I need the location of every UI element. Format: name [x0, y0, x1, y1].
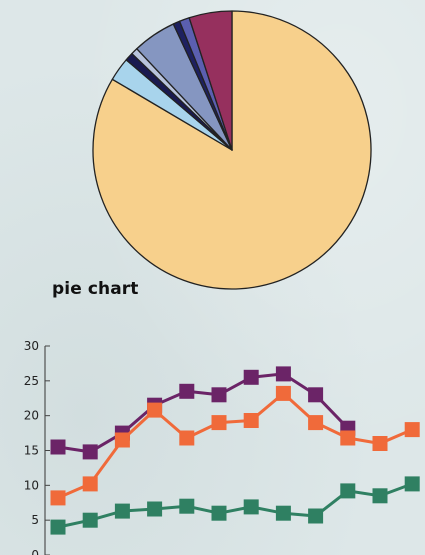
data-point [275, 366, 291, 382]
data-point [308, 387, 324, 403]
data-point [243, 413, 259, 428]
data-point [404, 476, 420, 492]
data-point [211, 505, 227, 521]
data-point [340, 430, 356, 446]
data-point [340, 483, 356, 499]
pie-slice [188, 10, 233, 151]
data-point [211, 387, 227, 403]
data-point [50, 519, 66, 535]
data-point [308, 508, 324, 524]
y-tick-label: 25 [24, 374, 39, 388]
y-tick-label: 20 [24, 409, 39, 423]
data-point [114, 503, 130, 519]
data-point [179, 383, 195, 399]
series-line [57, 391, 413, 500]
data-point [275, 505, 291, 521]
data-point [179, 498, 195, 514]
data-point [243, 499, 259, 515]
series-line [57, 372, 349, 454]
data-point [50, 490, 66, 506]
data-point [82, 476, 98, 492]
data-point [275, 385, 291, 401]
data-point [147, 402, 163, 418]
y-tick-label: 5 [31, 513, 39, 527]
data-point [114, 432, 130, 448]
y-tick-label: 30 [24, 339, 39, 353]
data-point [82, 444, 98, 460]
data-point [308, 415, 324, 431]
data-point [211, 415, 227, 431]
line-chart: 0 5 10 15 20 25 30 [24, 339, 420, 555]
data-point [82, 512, 98, 528]
data-point [372, 488, 388, 504]
y-tick-label: 0 [31, 548, 39, 555]
pie-chart-caption: pie chart [52, 279, 139, 299]
y-tick-label: 15 [24, 444, 39, 458]
data-point [147, 501, 163, 517]
data-point [404, 422, 420, 438]
pie-chart [92, 10, 372, 290]
series-line [57, 482, 413, 529]
data-point [50, 439, 66, 455]
data-point [372, 436, 388, 451]
data-point [243, 369, 259, 385]
y-tick-label: 10 [24, 478, 39, 492]
data-point [179, 430, 195, 446]
